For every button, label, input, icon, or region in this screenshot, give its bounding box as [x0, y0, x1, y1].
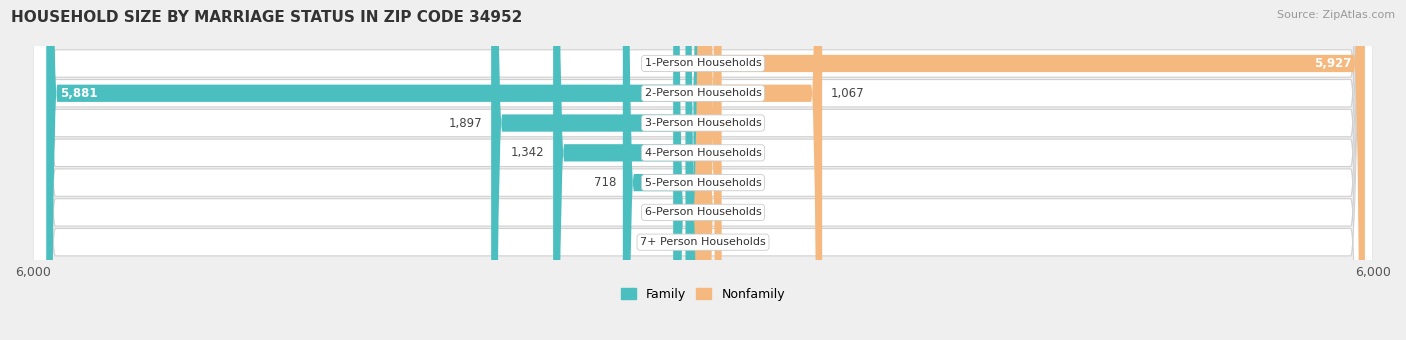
Text: 1,897: 1,897: [449, 117, 482, 130]
FancyBboxPatch shape: [32, 0, 1374, 340]
Text: 7: 7: [710, 206, 718, 219]
Text: 1,342: 1,342: [510, 146, 544, 159]
FancyBboxPatch shape: [686, 0, 703, 340]
Text: 1-Person Households: 1-Person Households: [644, 58, 762, 68]
Text: 157: 157: [657, 236, 679, 249]
Text: 718: 718: [593, 176, 616, 189]
FancyBboxPatch shape: [693, 0, 714, 340]
Legend: Family, Nonfamily: Family, Nonfamily: [621, 288, 785, 301]
Text: 2-Person Households: 2-Person Households: [644, 88, 762, 98]
Text: 267: 267: [644, 206, 666, 219]
Text: 167: 167: [728, 117, 751, 130]
FancyBboxPatch shape: [623, 0, 703, 340]
FancyBboxPatch shape: [46, 0, 703, 340]
FancyBboxPatch shape: [491, 0, 703, 340]
FancyBboxPatch shape: [703, 0, 823, 340]
FancyBboxPatch shape: [673, 0, 703, 340]
Text: 1,067: 1,067: [831, 87, 865, 100]
FancyBboxPatch shape: [553, 0, 703, 340]
Text: 0: 0: [710, 176, 717, 189]
Text: Source: ZipAtlas.com: Source: ZipAtlas.com: [1277, 10, 1395, 20]
Text: 65: 65: [717, 146, 733, 159]
Text: HOUSEHOLD SIZE BY MARRIAGE STATUS IN ZIP CODE 34952: HOUSEHOLD SIZE BY MARRIAGE STATUS IN ZIP…: [11, 10, 523, 25]
Text: 5-Person Households: 5-Person Households: [644, 177, 762, 188]
FancyBboxPatch shape: [699, 0, 714, 340]
Text: 3-Person Households: 3-Person Households: [644, 118, 762, 128]
FancyBboxPatch shape: [32, 0, 1374, 340]
Text: 6-Person Households: 6-Person Households: [644, 207, 762, 217]
FancyBboxPatch shape: [703, 0, 1365, 340]
FancyBboxPatch shape: [32, 0, 1374, 340]
Text: 0: 0: [710, 236, 717, 249]
FancyBboxPatch shape: [32, 0, 1374, 340]
FancyBboxPatch shape: [32, 0, 1374, 340]
Text: 4-Person Households: 4-Person Households: [644, 148, 762, 158]
FancyBboxPatch shape: [703, 0, 721, 340]
Text: 5,881: 5,881: [59, 87, 97, 100]
FancyBboxPatch shape: [32, 0, 1374, 340]
FancyBboxPatch shape: [32, 0, 1374, 340]
Text: 0: 0: [689, 57, 696, 70]
Text: 5,927: 5,927: [1315, 57, 1351, 70]
Text: 7+ Person Households: 7+ Person Households: [640, 237, 766, 247]
